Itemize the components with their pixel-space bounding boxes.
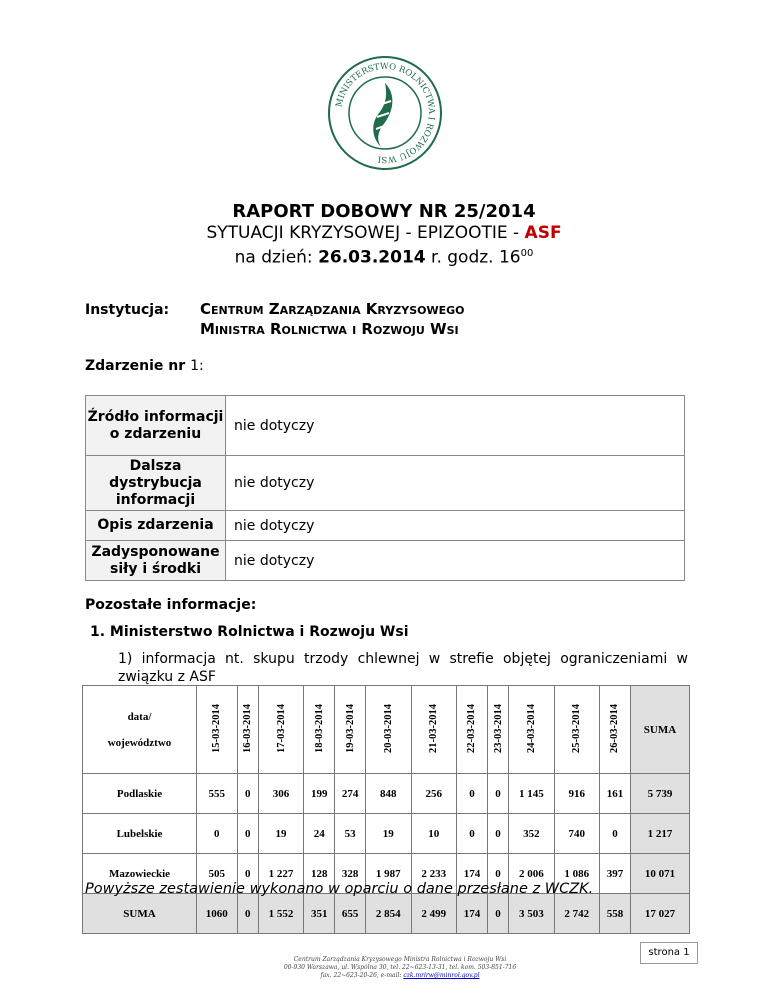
cell-value: 0 <box>486 813 510 854</box>
cell-value: 1 086 <box>553 853 601 894</box>
cell-value: 740 <box>553 813 601 854</box>
item-description: 1) informacja nt. skupu trzody chlewnej … <box>118 651 688 685</box>
cell-value: 0 <box>599 813 631 854</box>
date-header: 25-03-2014 <box>553 685 601 774</box>
corner-header: data/województwo <box>82 685 197 774</box>
cell-value: 19 <box>257 813 305 854</box>
cell-value: 397 <box>599 853 631 894</box>
date-header: 22-03-2014 <box>456 685 488 774</box>
cell-value: 161 <box>599 773 631 814</box>
date-header: 20-03-2014 <box>365 685 412 774</box>
cell-value: 1 552 <box>257 893 305 934</box>
cell-value: 916 <box>553 773 601 814</box>
cell-value: 0 <box>486 893 510 934</box>
date-header: 15-03-2014 <box>195 685 238 774</box>
date-header: 16-03-2014 <box>236 685 259 774</box>
region-name: Lubelskie <box>82 813 197 854</box>
report-subtitle: SYTUACJI KRYZYSOWEJ - EPIZOOTIE - ASF <box>206 223 562 243</box>
row-sum: 10 071 <box>629 853 691 894</box>
cell-value: 1 987 <box>365 853 412 894</box>
table-row: Podlaskie 555 0 306 199 274 848 256 0 0 1 145 916 16… <box>82 773 691 814</box>
cell-value: 1 145 <box>508 773 555 814</box>
cell-value: 0 <box>456 773 488 814</box>
cell-value: 1060 <box>195 893 238 934</box>
cell-value: 174 <box>456 893 488 934</box>
report-date: na dzień: 26.03.2014 r. godz. 1600 <box>234 247 534 268</box>
region-name: Podlaskie <box>82 773 197 814</box>
cell-value: 558 <box>599 893 631 934</box>
event-value: nie dotyczy <box>225 510 685 541</box>
other-info-heading: Pozostałe informacje: <box>85 597 257 613</box>
footer: Centrum Zarządzania Kryzysowego Ministra… <box>283 956 517 979</box>
cell-value: 2 742 <box>553 893 601 934</box>
event-header: Opis zdarzenia <box>85 510 226 541</box>
institution-name-2: Ministra Rolnictwa i Rozwoju Wsi <box>200 320 459 338</box>
ministry-seal-logo: MINISTERSTWO ROLNICTWA I ROZWOJU WSI <box>328 56 442 170</box>
asf-label: ASF <box>524 223 562 243</box>
event-table: Źródło informacji o zdarzeniu nie dotyczy… <box>85 395 685 581</box>
cell-value: 1 227 <box>257 853 305 894</box>
data-source-note: Powyższe zestawienie wykonano w oparciu … <box>85 881 594 897</box>
cell-value: 848 <box>365 773 412 814</box>
cell-value: 0 <box>236 813 259 854</box>
cell-value: 0 <box>195 813 238 854</box>
cell-value: 199 <box>303 773 336 814</box>
date-header: 21-03-2014 <box>410 685 458 774</box>
cell-value: 10 <box>410 813 458 854</box>
cell-value: 19 <box>365 813 412 854</box>
table-row: Lubelskie 0 0 19 24 53 19 10 0 0 352 740 0 1 217 <box>82 813 691 854</box>
cell-value: 2 233 <box>410 853 458 894</box>
cell-value: 3 503 <box>508 893 555 934</box>
region-name: Mazowieckie <box>82 853 197 894</box>
table-row: Mazowieckie 505 0 1 227 128 328 1 987 2 233 174 0… <box>82 853 691 894</box>
cell-value: 128 <box>303 853 336 894</box>
date-header: 18-03-2014 <box>303 685 336 774</box>
cell-value: 655 <box>334 893 367 934</box>
cell-value: 2 006 <box>508 853 555 894</box>
event-value: nie dotyczy <box>225 540 685 581</box>
email-link[interactable]: czk.mrirw@minrol.gov.pl <box>403 972 480 979</box>
cell-value: 505 <box>195 853 238 894</box>
table-row: SUMA 1060 0 1 552 351 655 2 854 2 499 174 0 3 503 2… <box>82 893 691 934</box>
page-number: strona 1 <box>640 942 698 964</box>
cell-value: 274 <box>334 773 367 814</box>
event-value: nie dotyczy <box>225 455 685 511</box>
event-header: Źródło informacji o zdarzeniu <box>85 395 226 456</box>
cell-value: 53 <box>334 813 367 854</box>
event-header: Zadysponowane siły i środki <box>85 540 226 581</box>
cell-value: 0 <box>486 773 510 814</box>
date-header: 24-03-2014 <box>508 685 555 774</box>
date-header: 23-03-2014 <box>486 685 510 774</box>
cell-value: 2 854 <box>365 893 412 934</box>
event-header: Dalsza dystrybucja informacji <box>85 455 226 511</box>
purchase-table: data/województwo 15-03-2014 16-03-2014 17-0… <box>82 685 691 934</box>
row-sum: 17 027 <box>629 893 691 934</box>
cell-value: 306 <box>257 773 305 814</box>
institution-name-1: Centrum Zarządzania Kryzysowego <box>200 300 465 318</box>
cell-value: 24 <box>303 813 336 854</box>
date-header: 26-03-2014 <box>599 685 631 774</box>
cell-value: 352 <box>508 813 555 854</box>
institution-label: Instytucja: <box>85 302 170 318</box>
cell-value: 2 499 <box>410 893 458 934</box>
date-header: 19-03-2014 <box>334 685 367 774</box>
section-heading: 1. Ministerstwo Rolnictwa i Rozwoju Wsi <box>90 624 409 640</box>
cell-value: 555 <box>195 773 238 814</box>
report-title: RAPORT DOBOWY NR 25/2014 <box>232 201 536 222</box>
cell-value: 0 <box>236 773 259 814</box>
cell-value: 351 <box>303 893 336 934</box>
date-header: 17-03-2014 <box>257 685 305 774</box>
event-heading: Zdarzenie nr 1: <box>85 358 204 374</box>
cell-value: 0 <box>456 813 488 854</box>
region-name: SUMA <box>82 893 197 934</box>
row-sum: 1 217 <box>629 813 691 854</box>
cell-value: 256 <box>410 773 458 814</box>
row-sum: 5 739 <box>629 773 691 814</box>
cell-value: 0 <box>236 893 259 934</box>
sum-header: SUMA <box>629 685 691 774</box>
event-value: nie dotyczy <box>225 395 685 456</box>
